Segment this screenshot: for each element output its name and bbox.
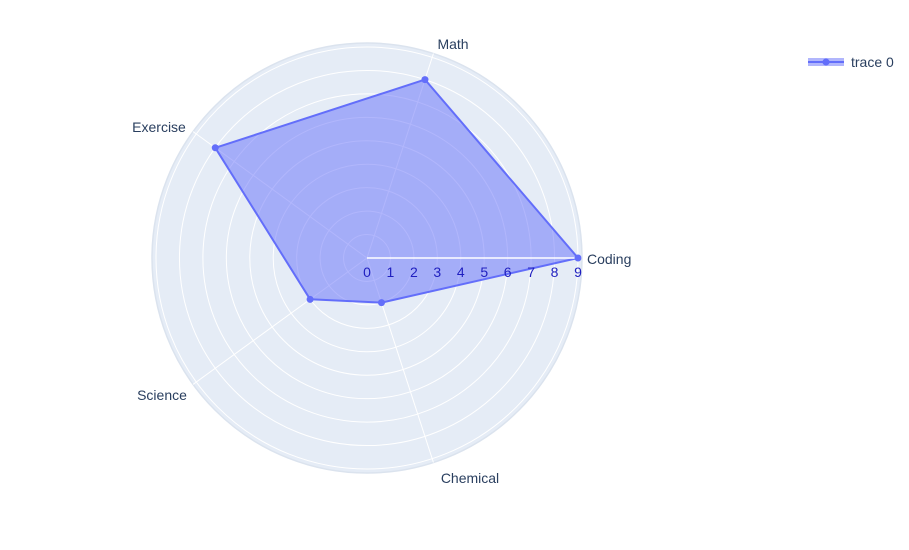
radial-tick-3: 3 [433,264,441,280]
trace-layer [211,76,582,307]
axis-label-coding: Coding [587,251,631,267]
radial-tick-7: 7 [527,264,535,280]
axis-label-exercise: Exercise [132,119,186,135]
data-point-exercise [211,144,219,152]
radial-tick-8: 8 [551,264,559,280]
radial-tick-4: 4 [457,264,465,280]
radial-tick-1: 1 [387,264,395,280]
data-point-chemical [377,299,385,307]
radial-tick-2: 2 [410,264,418,280]
trace-fill-area [215,79,579,303]
axis-label-math: Math [437,36,468,52]
axis-label-chemical: Chemical [441,470,499,486]
radial-tick-5: 5 [480,264,488,280]
radial-tick-6: 6 [504,264,512,280]
legend[interactable]: trace 0 [808,54,894,70]
legend-item-label: trace 0 [851,54,894,70]
radial-tick-9: 9 [574,264,582,280]
axis-labels: Coding Math Exercise Science Chemical [132,36,631,486]
legend-marker [822,58,830,66]
trace-line [214,78,579,304]
radial-tick-0: 0 [363,264,371,280]
data-point-coding [574,254,582,262]
data-point-science [306,295,314,303]
axis-label-science: Science [137,387,187,403]
data-point-math [421,76,429,84]
